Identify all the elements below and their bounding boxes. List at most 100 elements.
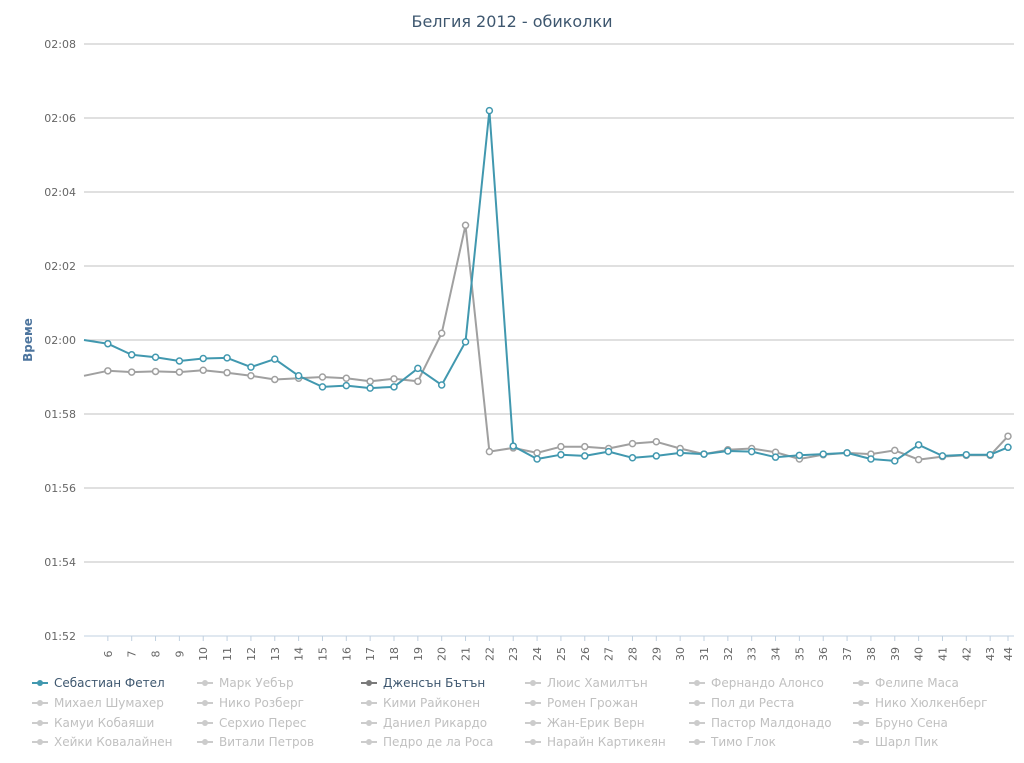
- data-point[interactable]: [652, 438, 661, 446]
- legend-item[interactable]: Хейки Ковалайнен: [32, 735, 172, 749]
- legend-label: Даниел Рикардо: [383, 716, 487, 730]
- data-point[interactable]: [247, 363, 255, 371]
- data-point[interactable]: [199, 366, 207, 374]
- x-tick-label: 15: [316, 647, 329, 661]
- data-point[interactable]: [199, 354, 207, 363]
- y-tick-label: 02:02: [44, 260, 76, 273]
- data-point[interactable]: [795, 451, 804, 460]
- data-point[interactable]: [891, 457, 899, 465]
- data-point[interactable]: [533, 455, 541, 463]
- legend-item[interactable]: Фелипе Маса: [853, 676, 959, 690]
- data-point[interactable]: [652, 452, 661, 460]
- data-point[interactable]: [628, 454, 637, 462]
- data-point[interactable]: [151, 353, 160, 362]
- legend-item[interactable]: Люис Хамилтън: [525, 676, 648, 690]
- data-point[interactable]: [271, 375, 279, 384]
- data-point[interactable]: [342, 381, 351, 390]
- data-point[interactable]: [366, 384, 374, 392]
- legend-item[interactable]: Фернандо Алонсо: [689, 676, 824, 690]
- legend-label: Михаел Шумахер: [54, 696, 164, 710]
- data-point[interactable]: [1004, 443, 1012, 452]
- data-point[interactable]: [843, 449, 851, 457]
- data-point[interactable]: [819, 450, 827, 458]
- legend-label: Хейки Ковалайнен: [54, 735, 172, 749]
- data-point[interactable]: [914, 441, 923, 449]
- legend-item[interactable]: Даниел Рикардо: [361, 716, 487, 730]
- data-point[interactable]: [747, 447, 756, 456]
- legend-item[interactable]: Пастор Малдонадо: [689, 716, 832, 730]
- x-tick-label: 28: [626, 647, 639, 661]
- data-point[interactable]: [938, 452, 947, 460]
- legend-item[interactable]: Пол ди Реста: [689, 696, 794, 710]
- data-point[interactable]: [604, 447, 613, 456]
- data-point[interactable]: [914, 455, 923, 464]
- data-point[interactable]: [962, 450, 971, 459]
- legend-item[interactable]: Шарл Пик: [853, 735, 938, 749]
- legend-item[interactable]: Жан-Ерик Верн: [525, 716, 645, 730]
- data-point[interactable]: [485, 106, 494, 115]
- legend-item[interactable]: Тимо Глок: [689, 735, 776, 749]
- legend-item[interactable]: Михаел Шумахер: [32, 696, 164, 710]
- data-point[interactable]: [223, 354, 231, 362]
- data-point[interactable]: [437, 381, 446, 389]
- data-point[interactable]: [1004, 432, 1012, 440]
- data-point[interactable]: [676, 449, 684, 457]
- data-point[interactable]: [509, 442, 517, 450]
- legend-item[interactable]: Бруно Сена: [853, 716, 948, 730]
- data-point[interactable]: [104, 367, 112, 375]
- data-point[interactable]: [318, 373, 327, 381]
- legend-item[interactable]: Серхио Перес: [197, 716, 306, 730]
- data-point[interactable]: [557, 442, 565, 451]
- data-point[interactable]: [127, 368, 136, 376]
- data-point[interactable]: [628, 439, 637, 448]
- legend-item[interactable]: Камуи Кобаяши: [32, 716, 154, 730]
- legend-item[interactable]: Кими Райконен: [361, 696, 480, 710]
- data-point[interactable]: [271, 355, 279, 363]
- data-point[interactable]: [318, 383, 327, 391]
- data-point[interactable]: [581, 442, 589, 451]
- legend-label: Жан-Ерик Верн: [547, 716, 645, 730]
- data-point[interactable]: [127, 351, 136, 359]
- data-point[interactable]: [175, 368, 184, 376]
- data-point[interactable]: [461, 221, 470, 230]
- legend-item[interactable]: Нико Хюлкенберг: [853, 696, 987, 710]
- legend-label: Витали Петров: [219, 735, 314, 749]
- y-tick-label: 01:52: [44, 630, 76, 643]
- data-point[interactable]: [294, 372, 303, 380]
- legend-marker-icon: [858, 720, 864, 726]
- data-point[interactable]: [581, 452, 589, 460]
- data-point[interactable]: [986, 450, 994, 459]
- legend-item[interactable]: Марк Уебър: [197, 676, 294, 690]
- legend-item[interactable]: Витали Петров: [197, 735, 314, 749]
- data-point[interactable]: [437, 329, 446, 337]
- data-point[interactable]: [461, 338, 470, 346]
- legend-item[interactable]: Ромен Грожан: [525, 696, 638, 710]
- legend-item[interactable]: Себастиан Фетел: [32, 676, 165, 690]
- data-point[interactable]: [533, 449, 541, 457]
- data-point[interactable]: [366, 377, 374, 386]
- data-point[interactable]: [104, 339, 112, 348]
- data-point[interactable]: [700, 450, 708, 458]
- legend-item[interactable]: Нико Розберг: [197, 696, 304, 710]
- data-point[interactable]: [724, 447, 732, 455]
- data-point[interactable]: [247, 372, 255, 380]
- legend-item[interactable]: Нарайн Картикеян: [525, 735, 666, 749]
- data-point[interactable]: [485, 447, 494, 456]
- data-point[interactable]: [151, 367, 160, 376]
- data-point[interactable]: [390, 375, 398, 383]
- data-point[interactable]: [891, 446, 899, 455]
- series-button: [83, 221, 1012, 464]
- data-point[interactable]: [414, 377, 422, 386]
- legend-item[interactable]: Педро де ла Роса: [361, 735, 493, 749]
- data-point[interactable]: [223, 368, 231, 377]
- legend-item[interactable]: Дженсън Бътън: [361, 676, 485, 690]
- grid-lines: [84, 43, 1014, 563]
- data-point[interactable]: [771, 453, 780, 461]
- y-axis-title: Време: [21, 318, 35, 362]
- data-point[interactable]: [414, 364, 422, 373]
- data-point[interactable]: [390, 383, 398, 391]
- data-point[interactable]: [175, 357, 184, 365]
- data-point[interactable]: [342, 374, 351, 382]
- data-point[interactable]: [867, 455, 875, 463]
- data-point[interactable]: [557, 450, 565, 459]
